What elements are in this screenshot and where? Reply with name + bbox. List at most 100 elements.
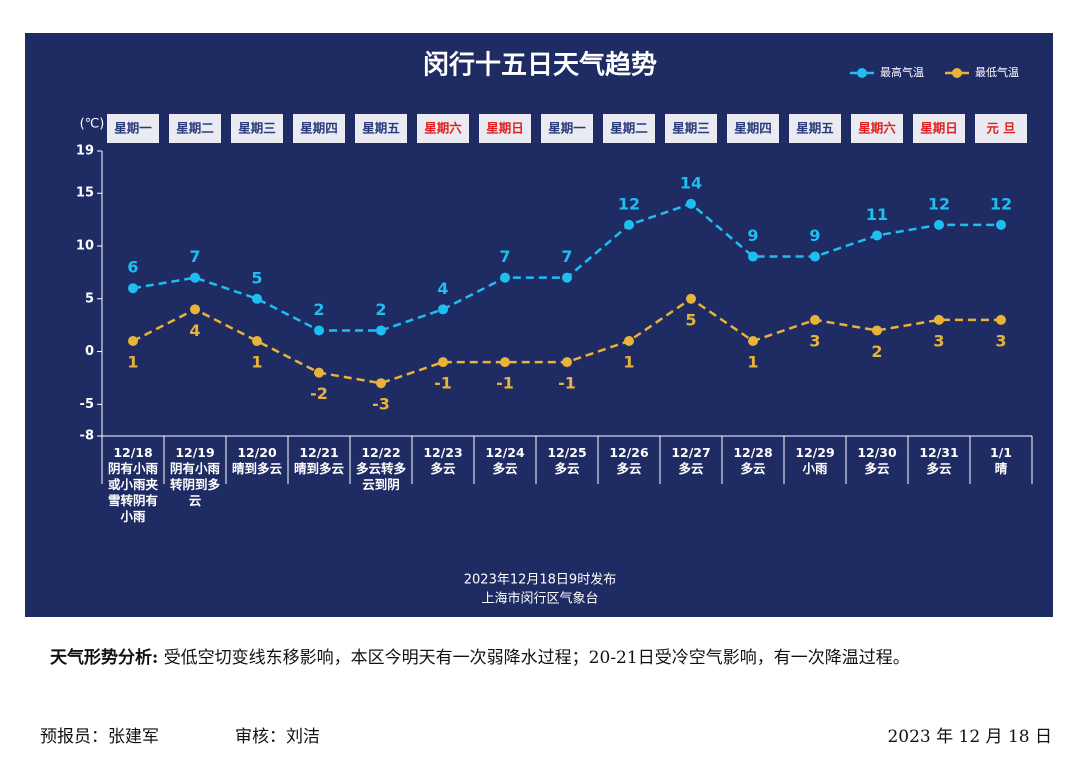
weekday-box xyxy=(665,114,717,143)
x-weather: 多云 xyxy=(864,461,890,476)
value-label: 4 xyxy=(189,321,200,340)
x-weather: 阴有小雨或小雨夹雪转阴有小雨 xyxy=(107,461,158,524)
value-label: 3 xyxy=(933,331,944,350)
reviewer: 审核：刘洁 xyxy=(235,727,320,747)
x-weather: 多云 xyxy=(926,461,952,476)
x-weather: 晴到多云 xyxy=(231,461,282,476)
value-label: 12 xyxy=(928,194,950,213)
weekday: 星期一 xyxy=(548,121,586,136)
value-label: 3 xyxy=(809,331,820,350)
point xyxy=(624,219,634,230)
point xyxy=(252,293,262,304)
weekday: 星期五 xyxy=(362,121,400,136)
value-label: 12 xyxy=(618,194,640,213)
date: 2023 年 12 月 18 日 xyxy=(887,727,1052,747)
value-label: -1 xyxy=(434,374,452,393)
value-label: -3 xyxy=(372,395,390,414)
weekday: 元 旦 xyxy=(986,121,1015,136)
x-weather: 多云 xyxy=(430,461,456,476)
weekday-box xyxy=(603,114,655,143)
y-tick-label: 5 xyxy=(85,291,94,306)
y-unit: (℃) xyxy=(80,117,105,132)
note: 2023年12月18日9时发布 xyxy=(464,572,616,588)
value-label: 1 xyxy=(623,353,634,372)
weekday-box xyxy=(789,114,841,143)
x-date: 12/18 xyxy=(113,445,153,460)
x-date: 12/25 xyxy=(547,445,587,460)
point xyxy=(128,283,138,294)
point xyxy=(996,219,1006,230)
value-label: 4 xyxy=(437,279,448,298)
x-weather: 多云 xyxy=(492,461,518,476)
weekday-box xyxy=(975,114,1027,143)
point xyxy=(190,272,200,283)
point xyxy=(562,272,572,283)
value-label: 5 xyxy=(251,268,262,287)
weekday: 星期一 xyxy=(114,121,152,136)
y-tick-label: 15 xyxy=(76,186,94,201)
weekday-box xyxy=(541,114,593,143)
point xyxy=(252,336,262,346)
weekday-box xyxy=(107,114,159,143)
weekday: 星期三 xyxy=(238,121,276,136)
legend-label: 最高气温 xyxy=(880,65,924,79)
value-label: 2 xyxy=(871,342,882,361)
point xyxy=(748,336,758,346)
value-label: 5 xyxy=(685,310,696,329)
x-weather: 阴有小雨转阴到多云 xyxy=(169,461,220,508)
value-label: 1 xyxy=(251,353,262,372)
forecaster: 预报员：张建军 xyxy=(40,727,159,747)
chart-title: 闵行十五日天气趋势 xyxy=(423,50,657,81)
weekday: 星期日 xyxy=(920,121,958,136)
legend-label: 最低气温 xyxy=(975,65,1019,79)
x-weather: 多云转多云到阴 xyxy=(355,461,406,492)
x-weather: 多云 xyxy=(616,461,642,476)
value-label: 7 xyxy=(561,247,572,266)
weekday: 星期三 xyxy=(672,121,710,136)
weekday: 星期二 xyxy=(610,121,648,136)
x-weather: 多云 xyxy=(554,461,580,476)
x-weather: 晴到多云 xyxy=(293,461,344,476)
weekday: 星期六 xyxy=(424,121,462,136)
analysis-text: 受低空切变线东移影响，本区今明天有一次弱降水过程；20-21日受冷空气影响，有一… xyxy=(163,648,910,668)
value-label: 9 xyxy=(747,226,758,245)
point xyxy=(934,314,944,325)
analysis: 天气形势分析: 受低空切变线东移影响，本区今明天有一次弱降水过程；20-21日受… xyxy=(20,640,1050,677)
weekday-box xyxy=(417,114,469,143)
value-label: 1 xyxy=(747,353,758,372)
weekday-box xyxy=(293,114,345,143)
x-weather: 小雨 xyxy=(802,461,828,476)
x-date: 12/27 xyxy=(671,445,711,460)
note: 上海市闵行区气象台 xyxy=(481,591,598,607)
x-date: 12/23 xyxy=(423,445,463,460)
x-date: 12/24 xyxy=(485,445,525,460)
weekday-box xyxy=(479,114,531,143)
value-label: 12 xyxy=(990,194,1012,213)
x-weather: 多云 xyxy=(740,461,766,476)
point xyxy=(934,219,944,230)
point xyxy=(438,357,448,368)
y-tick-label: 10 xyxy=(76,239,94,254)
point xyxy=(314,367,324,378)
y-tick-label: -8 xyxy=(80,429,94,444)
point xyxy=(872,325,882,336)
point xyxy=(810,251,820,262)
legend-dot xyxy=(857,68,867,78)
legend-dot xyxy=(952,68,962,78)
x-date: 12/29 xyxy=(795,445,835,460)
weekday-box xyxy=(231,114,283,143)
weekday: 星期二 xyxy=(176,121,214,136)
value-label: 3 xyxy=(995,331,1006,350)
value-label: 1 xyxy=(127,353,138,372)
point xyxy=(810,314,820,325)
y-tick-label: 19 xyxy=(76,144,94,159)
value-label: 2 xyxy=(375,300,386,319)
y-tick-label: 0 xyxy=(85,344,94,359)
point xyxy=(686,293,696,304)
weekday-box xyxy=(169,114,221,143)
point xyxy=(624,336,634,346)
point xyxy=(562,357,572,368)
value-label: -1 xyxy=(496,374,514,393)
